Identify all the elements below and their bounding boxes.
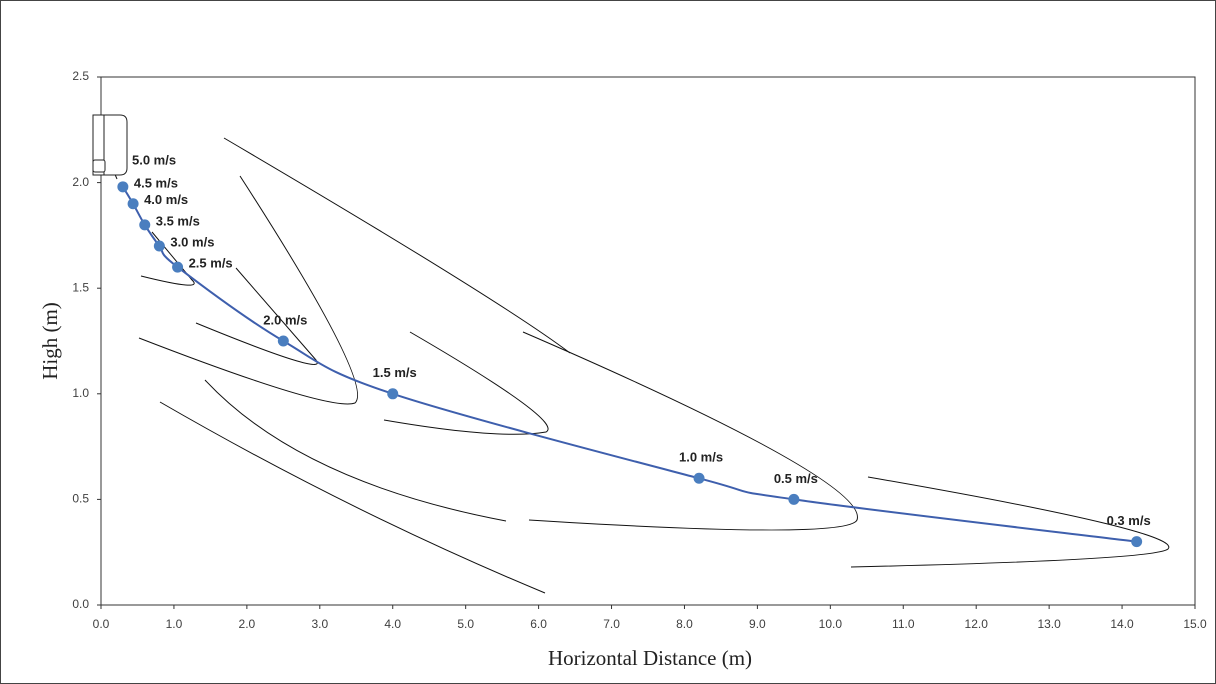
point <box>1131 536 1143 548</box>
x-tick-label: 3.0 <box>311 617 328 631</box>
point-label: 1.5 m/s <box>373 365 417 380</box>
y-axis-title: High (m) <box>38 302 62 380</box>
point-label: 1.0 m/s <box>679 450 723 465</box>
x-tick-label: 1.0 <box>166 617 183 631</box>
point <box>693 472 705 484</box>
x-tick-label: 2.0 <box>239 617 256 631</box>
x-axis-title: Horizontal Distance (m) <box>548 646 752 670</box>
point-label: 0.3 m/s <box>1107 513 1151 528</box>
plot-area <box>100 76 1196 606</box>
y-tick-label: 0.5 <box>72 492 89 506</box>
y-tick-label: 1.0 <box>72 386 89 400</box>
point-label: 4.0 m/s <box>144 192 188 207</box>
point-label: 3.5 m/s <box>156 213 200 228</box>
x-tick-label: 15.0 <box>1183 617 1207 631</box>
y-tick-label: 0.0 <box>72 597 89 611</box>
x-tick-label: 9.0 <box>749 617 766 631</box>
point <box>117 181 129 193</box>
point-label: 0.5 m/s <box>774 471 818 486</box>
x-tick-label: 13.0 <box>1037 617 1061 631</box>
x-tick-label: 8.0 <box>676 617 693 631</box>
y-tick-label: 2.0 <box>72 175 89 189</box>
nozzle <box>92 114 128 176</box>
point <box>172 261 184 273</box>
point <box>788 493 800 505</box>
annotation: 5.0 m/s <box>132 152 176 167</box>
spray-envelopes <box>109 137 1170 594</box>
point-label: 3.0 m/s <box>170 234 214 249</box>
x-tick-label: 6.0 <box>530 617 547 631</box>
point-label: 2.5 m/s <box>189 256 233 271</box>
point <box>139 219 151 231</box>
point-label: 2.0 m/s <box>263 312 307 327</box>
x-tick-label: 0.0 <box>93 617 110 631</box>
point <box>127 198 139 210</box>
y-tick-label: 2.5 <box>72 69 89 83</box>
y-tick-label: 1.5 <box>72 280 89 294</box>
point <box>277 335 289 347</box>
x-tick-label: 7.0 <box>603 617 620 631</box>
x-tick-label: 5.0 <box>457 617 474 631</box>
x-tick-label: 10.0 <box>819 617 843 631</box>
point <box>387 388 399 400</box>
x-tick-label: 12.0 <box>965 617 989 631</box>
x-tick-label: 11.0 <box>892 617 915 631</box>
x-tick-label: 4.0 <box>384 617 401 631</box>
point-label: 4.5 m/s <box>134 175 178 190</box>
point <box>153 240 165 252</box>
x-tick-label: 14.0 <box>1110 617 1134 631</box>
